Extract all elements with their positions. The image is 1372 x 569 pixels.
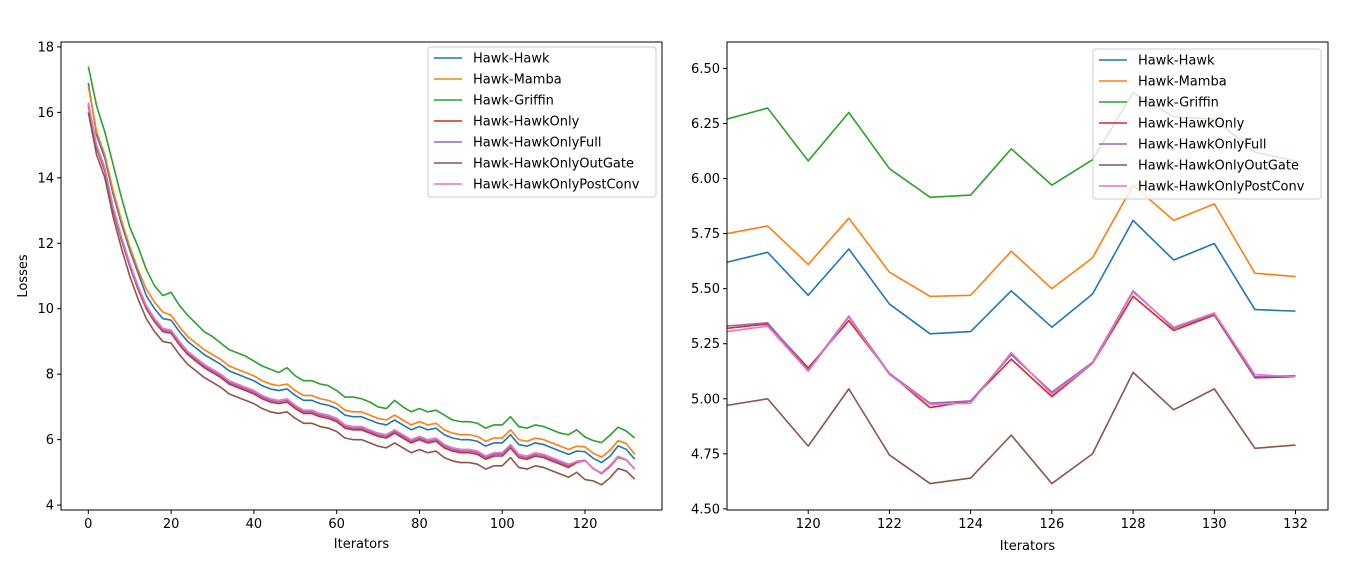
right-legend-box xyxy=(1092,48,1322,200)
right-x-tick-label-5: 130 xyxy=(1202,517,1227,532)
right-x-ticks: 120 122 124 126 128 130 132 xyxy=(796,510,1308,532)
right-y-tick-label-8: 6.50 xyxy=(691,62,720,77)
right-legend-label-3: Hawk-HawkOnly xyxy=(1138,117,1245,132)
right-legend-label-4: Hawk-HawkOnlyFull xyxy=(1138,138,1267,153)
left-legend-label-0: Hawk-Hawk xyxy=(473,52,550,67)
right-series-line-6 xyxy=(727,291,1296,406)
left-legend-label-4: Hawk-HawkOnlyFull xyxy=(473,136,602,151)
right-series-line-5 xyxy=(727,371,1296,485)
right-x-tick-label-6: 132 xyxy=(1283,517,1308,532)
left-series-line-2 xyxy=(87,66,636,444)
right-legend-label-0: Hawk-Hawk xyxy=(1138,54,1215,69)
left-series-line-5 xyxy=(87,112,636,486)
right-x-tick-label-2: 124 xyxy=(958,517,983,532)
left-y-tick-label-6: 16 xyxy=(37,106,54,121)
right-y-tick-label-0: 4.50 xyxy=(691,502,720,517)
left-y-tick-label-5: 14 xyxy=(37,171,54,186)
right-y-tick-label-6: 6.00 xyxy=(691,172,720,187)
right-legend-label-6: Hawk-HawkOnlyPostConv xyxy=(1138,180,1305,195)
right-y-tick-label-2: 5.00 xyxy=(691,392,720,407)
left-y-tick-label-2: 8 xyxy=(46,368,54,383)
right-series-line-1 xyxy=(727,184,1296,298)
left-y-tick-label-7: 18 xyxy=(37,40,54,55)
left-y-axis-label: Losses xyxy=(16,254,31,298)
left-x-tick-label-3: 60 xyxy=(328,517,345,532)
left-legend-label-1: Hawk-Mamba xyxy=(473,73,562,88)
left-legend-label-5: Hawk-HawkOnlyOutGate xyxy=(473,157,634,172)
left-series-line-0 xyxy=(87,82,636,464)
left-series-line-3 xyxy=(87,105,636,475)
right-legend: Hawk-Hawk Hawk-Mamba Hawk-Griffin Hawk-Hawk… xyxy=(1092,48,1322,200)
left-legend-label-2: Hawk-Griffin xyxy=(473,94,554,109)
right-chart: 120 122 124 126 128 130 132 4.50 4.75 5.00 5.25 5.… xyxy=(691,41,1329,554)
right-y-tick-label-4: 5.50 xyxy=(691,282,720,297)
left-x-axis-label: Iterators xyxy=(334,537,390,552)
left-series-line-4 xyxy=(87,104,636,474)
left-x-tick-label-2: 40 xyxy=(246,517,263,532)
right-y-tick-label-3: 5.25 xyxy=(691,337,720,352)
right-lines xyxy=(727,91,1296,485)
left-y-tick-label-3: 10 xyxy=(37,302,54,317)
left-x-tick-label-6: 120 xyxy=(573,517,598,532)
left-y-tick-label-1: 6 xyxy=(46,433,54,448)
left-legend: Hawk-Hawk Hawk-Mamba Hawk-Griffin Hawk-Hawk… xyxy=(427,46,657,198)
left-legend-box xyxy=(427,46,657,198)
left-legend-label-6: Hawk-HawkOnlyPostConv xyxy=(473,178,640,193)
right-legend-label-1: Hawk-Mamba xyxy=(1138,75,1227,90)
left-x-ticks: 0 20 40 60 80 100 120 xyxy=(84,510,597,532)
right-series-line-0 xyxy=(727,219,1296,335)
right-legend-label-5: Hawk-HawkOnlyOutGate xyxy=(1138,159,1299,174)
right-y-tick-label-7: 6.25 xyxy=(691,117,720,132)
right-y-ticks: 4.50 4.75 5.00 5.25 5.50 5.75 6.00 6.25 6.50 xyxy=(691,62,727,517)
right-legend-label-2: Hawk-Griffin xyxy=(1138,96,1219,111)
left-y-tick-label-4: 12 xyxy=(37,237,54,252)
left-y-tick-label-0: 4 xyxy=(46,499,54,514)
left-x-tick-label-0: 0 xyxy=(84,517,92,532)
right-x-tick-label-4: 128 xyxy=(1121,517,1146,532)
left-axes-frame xyxy=(60,41,663,511)
left-y-ticks: 4 6 8 10 12 14 16 18 xyxy=(37,40,61,514)
left-x-tick-label-4: 80 xyxy=(411,517,428,532)
right-y-tick-label-5: 5.75 xyxy=(691,227,720,242)
right-axes-frame xyxy=(726,41,1329,511)
right-x-tick-label-1: 122 xyxy=(877,517,902,532)
left-lines xyxy=(87,66,636,486)
right-x-axis-label: Iterators xyxy=(1000,539,1056,554)
left-legend-label-3: Hawk-HawkOnly xyxy=(473,115,580,130)
right-y-tick-label-1: 4.75 xyxy=(691,447,720,462)
left-x-tick-label-1: 20 xyxy=(163,517,180,532)
left-series-line-6 xyxy=(87,102,636,474)
left-series-line-1 xyxy=(87,86,636,458)
left-x-tick-label-5: 100 xyxy=(490,517,515,532)
right-x-tick-label-3: 126 xyxy=(1039,517,1064,532)
right-x-tick-label-0: 120 xyxy=(796,517,821,532)
